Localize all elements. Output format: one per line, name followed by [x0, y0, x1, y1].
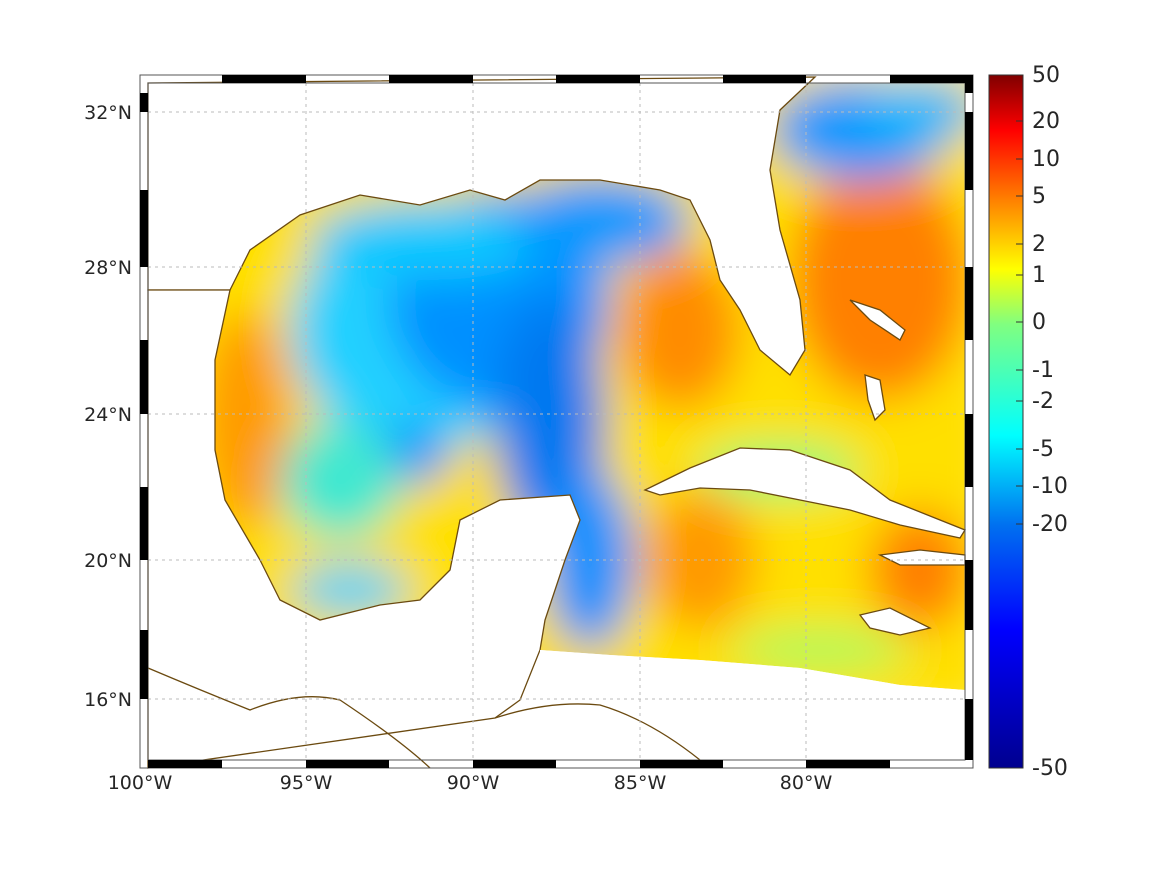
colorbar-tick-label: 0 — [1032, 310, 1046, 335]
frame-segment — [965, 112, 973, 190]
colorbar-tick-label: -2 — [1032, 389, 1054, 414]
colorbar-tick-label: -20 — [1032, 512, 1068, 537]
land-bahamas — [849, 299, 906, 341]
lon-label: 90°W — [447, 772, 500, 794]
land-north-america — [147, 76, 817, 376]
lat-axis-labels: 32°N 28°N 24°N 20°N 16°N — [84, 102, 132, 711]
map-frame — [139, 74, 974, 769]
lat-label: 28°N — [84, 257, 132, 279]
frame-segment — [140, 190, 148, 267]
colorbar-tick-label: 5 — [1032, 184, 1046, 209]
colorbar-tick-label: -50 — [1032, 756, 1068, 781]
colorbar-tick-label: 50 — [1032, 63, 1060, 88]
data-field — [148, 83, 965, 690]
colorbar-tick-label: 10 — [1032, 147, 1060, 172]
frame-segment — [965, 414, 973, 487]
lon-axis-labels: 100°W 95°W 90°W 85°W 80°W — [108, 772, 833, 794]
frame-segment — [806, 760, 890, 768]
frame-segment — [306, 760, 389, 768]
frame-segment — [389, 75, 473, 83]
coastlines — [147, 76, 966, 769]
land-bahamas-south — [864, 374, 886, 422]
frame-segment — [473, 760, 556, 768]
colorbar-tick-label: -5 — [1032, 437, 1054, 462]
frame-segment — [222, 75, 306, 83]
frame-segment — [965, 75, 973, 93]
land-cuba — [643, 447, 966, 539]
lon-label: 85°W — [614, 772, 667, 794]
lat-label: 20°N — [84, 550, 132, 572]
frame-segment — [140, 340, 148, 414]
land-mexico — [147, 289, 581, 769]
frame-segment — [965, 560, 973, 630]
lat-label: 24°N — [84, 404, 132, 426]
graticule — [148, 83, 965, 760]
lon-label: 95°W — [280, 772, 333, 794]
frame-segment — [140, 487, 148, 560]
lat-label: 32°N — [84, 102, 132, 124]
colorbar-tick-label: 2 — [1032, 232, 1046, 257]
frame-segment — [148, 760, 222, 768]
frame-segment — [890, 75, 973, 83]
frame-segment — [965, 267, 973, 340]
lat-label: 16°N — [84, 689, 132, 711]
coastline-central-america — [147, 667, 701, 769]
colorbar-tick-label: -1 — [1032, 358, 1054, 383]
lon-label: 80°W — [780, 772, 833, 794]
colorbar-gradient — [988, 74, 1024, 769]
colorbar-tick-label: 20 — [1032, 109, 1060, 134]
frame-segment — [140, 93, 148, 112]
colorbar-tick-label: 1 — [1032, 263, 1046, 288]
lon-label: 100°W — [108, 772, 173, 794]
frame-segment — [640, 760, 723, 768]
colorbar-tick-label: -10 — [1032, 474, 1068, 499]
frame-segment — [965, 699, 973, 760]
frame-segment — [556, 75, 640, 83]
land-bottom-nodata — [540, 650, 965, 760]
land-jamaica — [858, 607, 932, 636]
frame-segment — [140, 630, 148, 699]
frame-segment — [723, 75, 806, 83]
